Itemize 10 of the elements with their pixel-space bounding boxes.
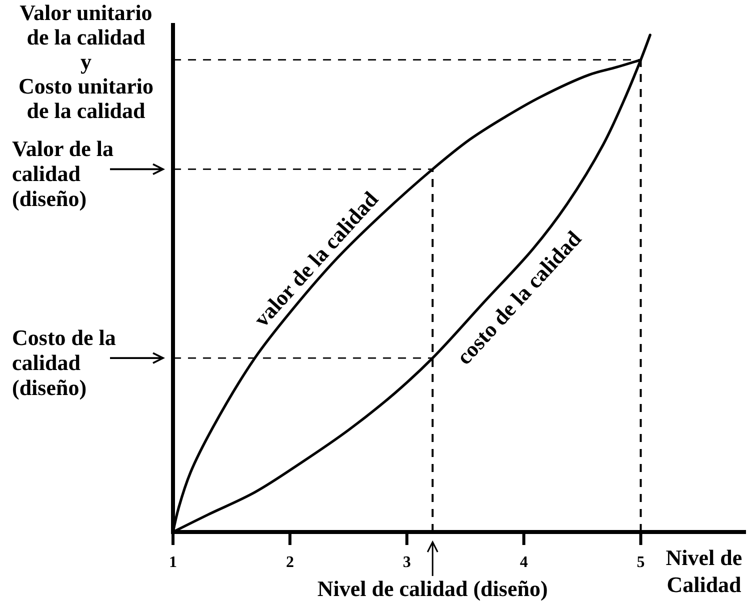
- ref-line-label: Nivel de calidad (diseño): [317, 576, 548, 601]
- ref-line-label: Valor de la calidad (diseño): [12, 136, 114, 212]
- x-tick-label: 5: [636, 554, 645, 571]
- x-tick-label: 1: [169, 554, 177, 571]
- x-tick-label: 2: [286, 554, 294, 571]
- x-axis-title: Nivel de Calidad: [666, 545, 742, 597]
- ref-line-label: Costo de la calidad (diseño): [12, 325, 116, 400]
- x-tick-label: 3: [402, 554, 411, 571]
- x-tick-label: 4: [520, 554, 528, 571]
- y-axis-title: Valor unitario de la calidad y Costo unitario de la calidad: [18, 0, 154, 123]
